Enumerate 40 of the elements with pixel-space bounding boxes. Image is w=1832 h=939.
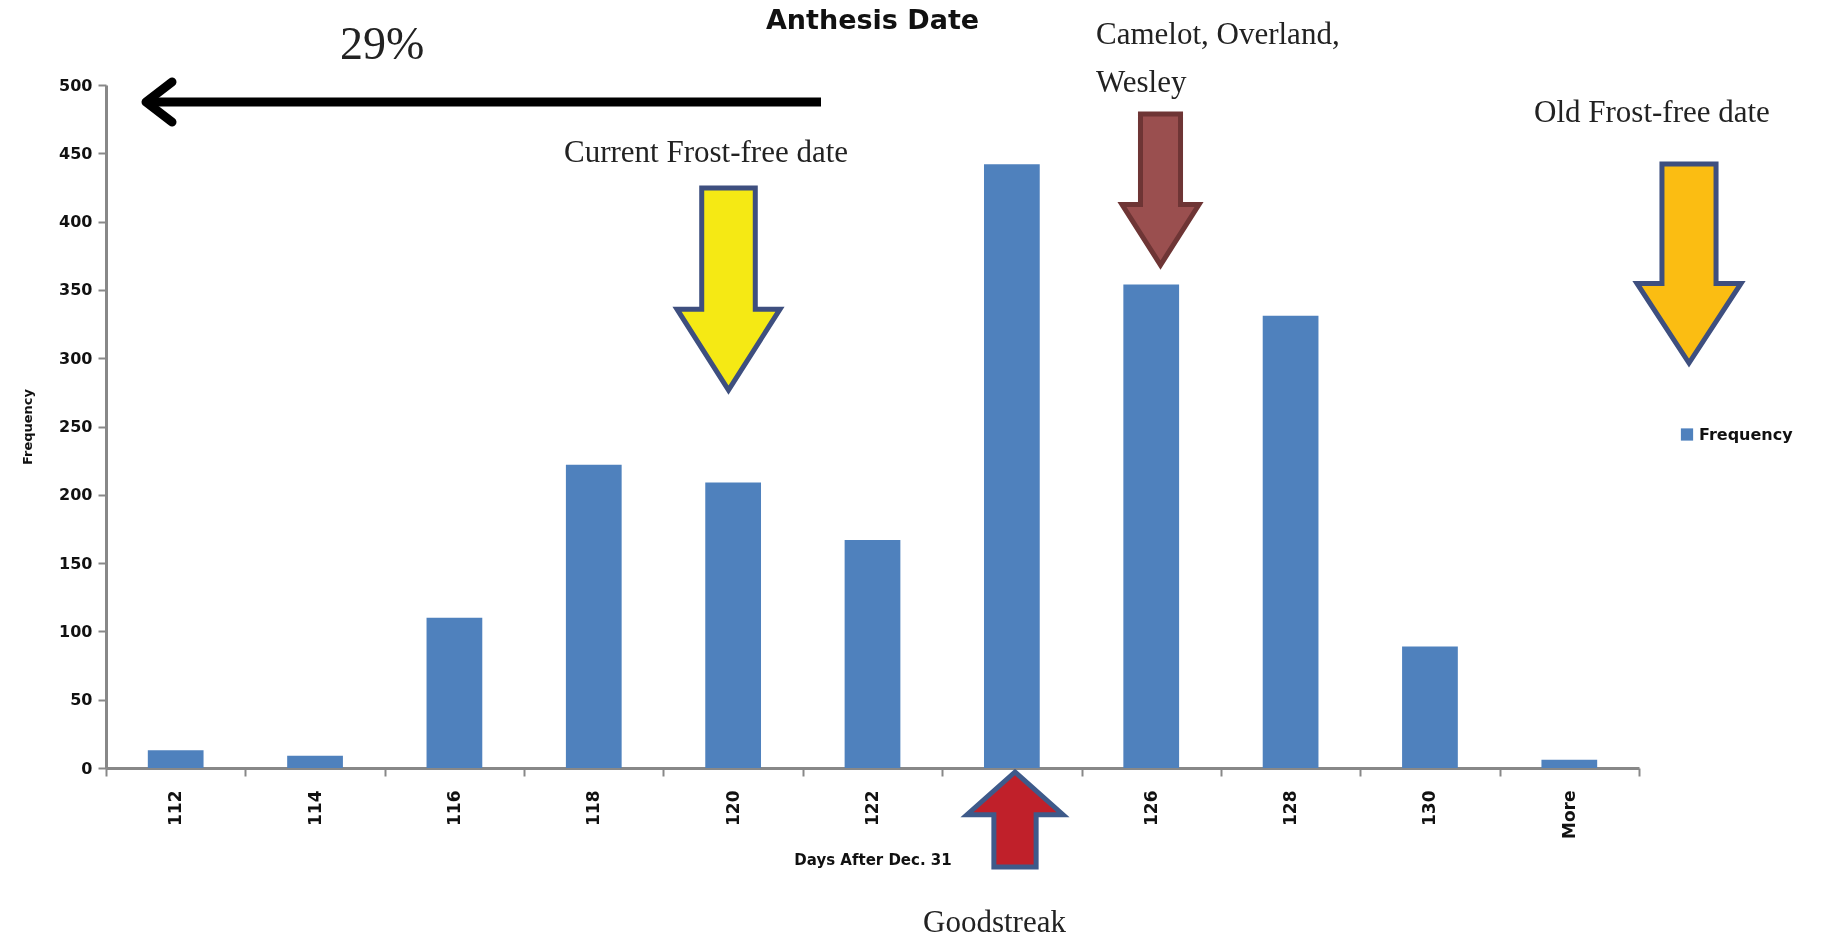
- x-tick-label: 128: [1280, 790, 1301, 826]
- legend-label: Frequency: [1699, 424, 1794, 444]
- x-axis-title: Days After Dec. 31: [794, 851, 952, 870]
- y-tick-label: 350: [59, 280, 93, 300]
- bar: [1541, 759, 1598, 768]
- y-tick-label: 400: [59, 212, 93, 232]
- x-tick-label: 116: [443, 790, 464, 826]
- annotation: Current Frost-free date: [564, 133, 849, 171]
- annotation: Camelot, Overland, Wesley: [1096, 15, 1341, 102]
- y-tick-label: 50: [70, 690, 93, 710]
- x-tick-label: 122: [862, 790, 882, 826]
- x-tick-label: 114: [304, 790, 325, 826]
- y-tick-label: 300: [59, 348, 93, 368]
- x-tick-label: 130: [1419, 790, 1440, 826]
- chart-title: Anthesis Date: [765, 4, 980, 35]
- text: 29%: [340, 17, 425, 71]
- y-tick-label: 450: [59, 143, 93, 163]
- y-tick-label: 200: [59, 485, 93, 505]
- y-axis-title: Frequency: [20, 388, 36, 466]
- text: Goodstreak: [923, 903, 1066, 939]
- y-tick-label: 0: [81, 758, 93, 778]
- bar: [1123, 284, 1180, 768]
- bar: [565, 464, 622, 768]
- x-tick-label: More: [1558, 790, 1579, 840]
- y-tick-label: 150: [59, 553, 93, 573]
- bar: [147, 750, 204, 768]
- y-tick-label: 250: [59, 417, 93, 436]
- bar: [1262, 315, 1319, 768]
- bar: [1402, 646, 1458, 768]
- annotation: Old Frost-free date: [1534, 93, 1770, 131]
- y-tick-label: 100: [59, 621, 93, 641]
- bar: [705, 482, 762, 768]
- bar: [844, 539, 901, 768]
- x-tick-label: 118: [583, 790, 604, 826]
- x-tick-label: 120: [722, 790, 743, 826]
- bar: [426, 617, 483, 768]
- x-tick-label: 112: [165, 790, 186, 826]
- bar: [287, 755, 343, 768]
- y-tick-label: 500: [59, 75, 93, 95]
- x-tick-label: 126: [1140, 790, 1161, 826]
